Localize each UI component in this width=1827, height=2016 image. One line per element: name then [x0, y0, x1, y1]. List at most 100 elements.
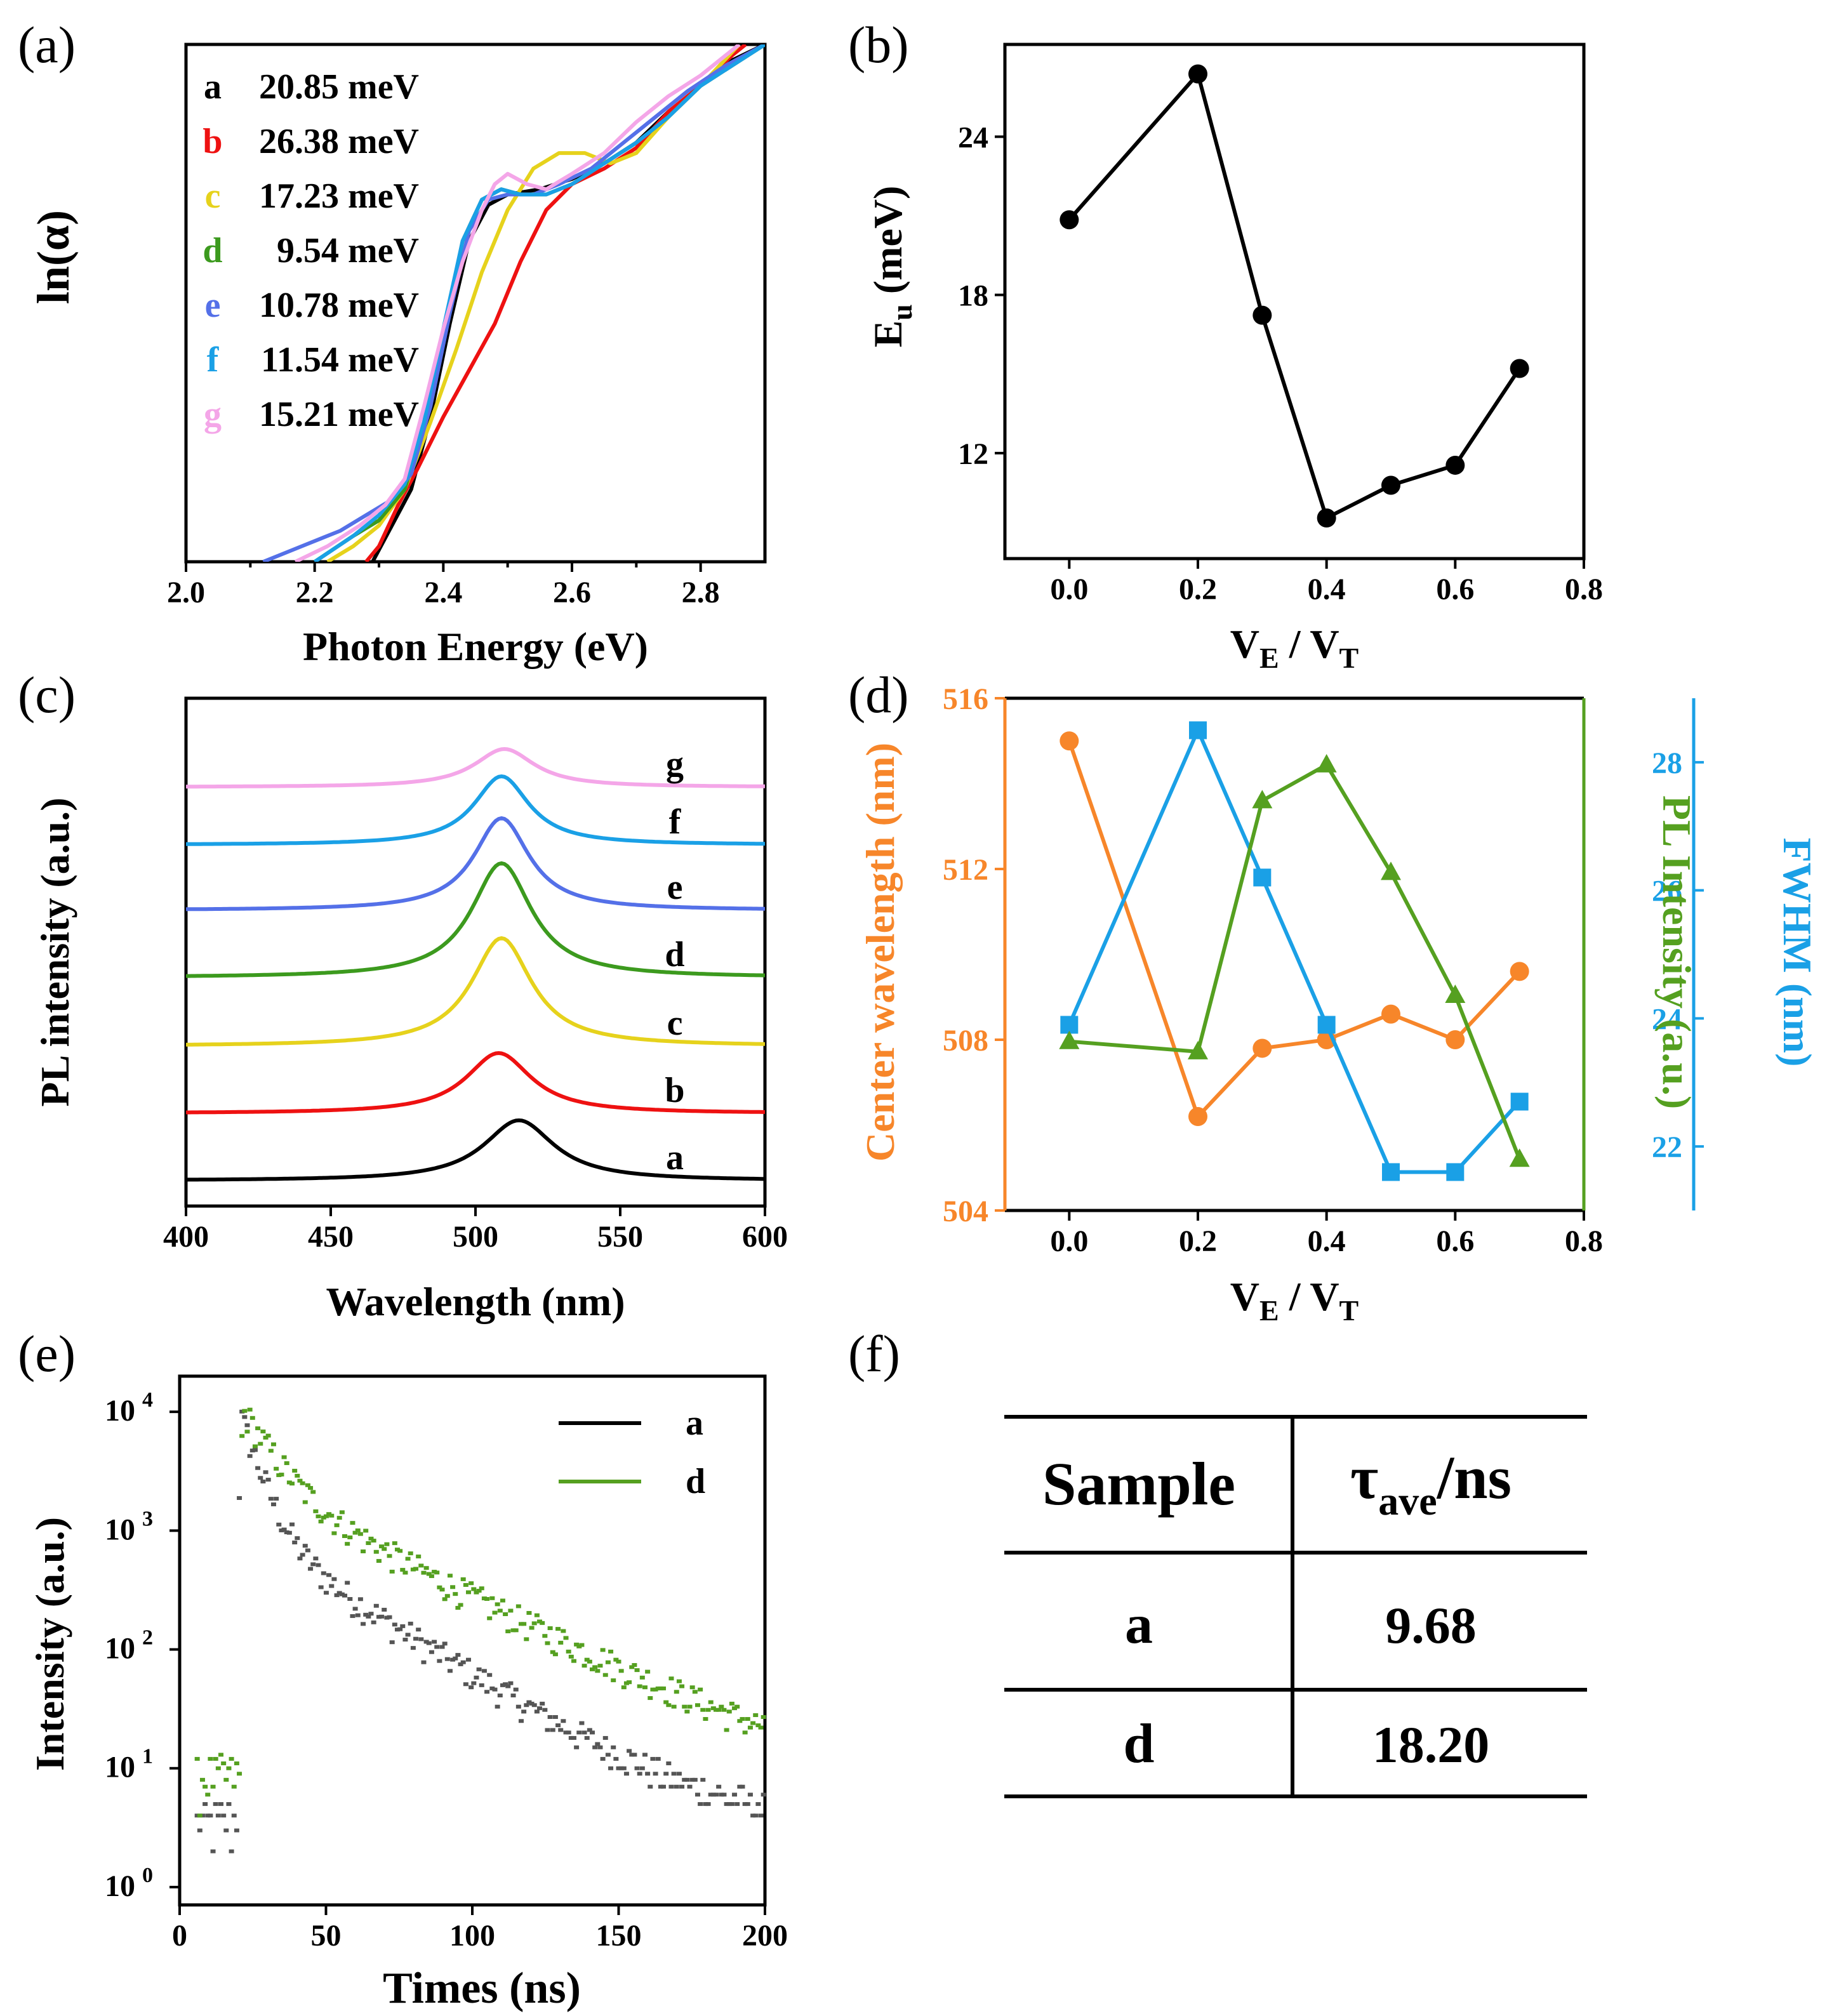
decay-point-d [366, 1541, 371, 1546]
decay-point-d [627, 1680, 632, 1685]
decay-point-d [497, 1608, 503, 1613]
decay-point-d [521, 1622, 527, 1626]
x-tick-label: 2.8 [682, 576, 720, 609]
decay-point-a [379, 1614, 385, 1619]
decay-point-d [276, 1473, 282, 1477]
decay-point-d [648, 1696, 653, 1701]
decay-point-d [239, 1434, 245, 1438]
decay-point-d [237, 1772, 242, 1776]
decay-point-d [326, 1512, 332, 1516]
panel-d-x-label-sub2: T [1339, 1294, 1359, 1327]
decay-point-a [534, 1709, 540, 1714]
decay-point-d [302, 1500, 308, 1504]
panel-b-y-label-e: E [865, 321, 910, 348]
decay-point-a [510, 1694, 516, 1698]
decay-point-a [331, 1577, 337, 1581]
decay-point-a [242, 1415, 248, 1419]
spectrum-label-f: f [669, 802, 682, 842]
panel-a-frame [184, 43, 767, 564]
decay-point-a [529, 1701, 535, 1706]
x-tick-label: 400 [163, 1220, 209, 1254]
decay-point-d [421, 1570, 427, 1575]
decay-point-d [334, 1523, 340, 1527]
decay-point-a [655, 1756, 661, 1761]
decay-point-a [561, 1719, 566, 1723]
eu-line [1068, 70, 1522, 521]
decay-point-a [518, 1719, 524, 1723]
decay-point-d [623, 1681, 629, 1685]
decay-point-d [394, 1548, 400, 1552]
decay-point-d [571, 1659, 576, 1663]
decay-point-a [255, 1466, 261, 1470]
decay-point-a [270, 1502, 276, 1506]
decay-point-d [463, 1582, 468, 1587]
decay-point-a [279, 1528, 284, 1532]
x-tick-label: 0.8 [1565, 1224, 1603, 1258]
decay-point-a [574, 1745, 580, 1749]
right-y-tick-label: 26 [1652, 875, 1682, 908]
decay-point-d [318, 1519, 324, 1523]
legend-key-g: g [204, 395, 222, 434]
decay-point-d [197, 1814, 203, 1818]
intensity-point [1188, 1040, 1208, 1059]
decay-point-a [621, 1766, 627, 1770]
decay-point-a [382, 1607, 387, 1612]
decay-point-d [708, 1700, 714, 1704]
y-tick-label: 18 [958, 279, 988, 313]
decay-point-d [205, 1793, 211, 1797]
decay-point-d [226, 1766, 232, 1770]
x-tick-label: 2.2 [296, 576, 334, 609]
x-tick-label: 0.4 [1308, 573, 1346, 606]
decay-point-a [239, 1409, 245, 1414]
decay-point-a [674, 1784, 679, 1789]
decay-point-a [408, 1621, 413, 1626]
decay-point-d [689, 1685, 695, 1690]
decay-point-d [397, 1549, 403, 1553]
decay-point-d [379, 1544, 385, 1549]
intensity-point [1445, 985, 1466, 1004]
decay-point-d [555, 1627, 561, 1631]
decay-point-d [710, 1706, 716, 1711]
decay-point-a [318, 1585, 324, 1589]
decay-point-a [258, 1476, 263, 1480]
decay-point-d [339, 1510, 345, 1515]
panel-b-y-label-unit: (meV) [865, 186, 910, 305]
decay-point-d [611, 1678, 616, 1683]
decay-point-a [237, 1495, 242, 1500]
legend-key-c: c [205, 176, 221, 216]
eu-point [1317, 508, 1336, 528]
panel-d-x-label: VE / VT [1230, 1274, 1359, 1327]
decay-point-a [742, 1802, 748, 1807]
x-tick-label: 100 [449, 1919, 495, 1953]
decay-point-d [761, 1714, 766, 1719]
y-tick-label-base: 10 [105, 1394, 135, 1428]
legend-key-d: d [203, 231, 222, 270]
y-tick-label-base: 10 [105, 1632, 135, 1666]
spectrum-a [185, 1118, 765, 1182]
panel-b-x-label-sub2: T [1339, 642, 1359, 674]
decay-point-a [305, 1548, 310, 1553]
panel-d-x-label-v: V [1230, 1274, 1259, 1319]
decay-point-d [734, 1704, 740, 1709]
decay-point-a [197, 1828, 203, 1833]
decay-point-a [745, 1802, 750, 1807]
decay-point-a [721, 1793, 727, 1797]
decay-point-d [561, 1629, 566, 1633]
panel-a-absorption-chart: 2.0 2.2 2.4 2.6 2.8 a 20.85 meV b 26.38 meV c 17.… [28, 43, 767, 669]
decay-point-a [648, 1784, 653, 1789]
decay-point-a [679, 1784, 685, 1789]
decay-point-a [729, 1802, 734, 1807]
x-tick-label: 450 [308, 1220, 354, 1254]
decay-point-a [492, 1687, 498, 1692]
panel-b-x-label-sep: / V [1279, 621, 1339, 666]
intensity-point [1509, 1148, 1530, 1167]
decay-point-a [194, 1814, 200, 1818]
x-tick-label: 2.6 [553, 576, 591, 609]
spectrum-b [186, 1051, 765, 1115]
decay-point-a [566, 1730, 571, 1735]
panel-label-d: (d) [848, 666, 909, 724]
decay-point-d [279, 1473, 284, 1477]
